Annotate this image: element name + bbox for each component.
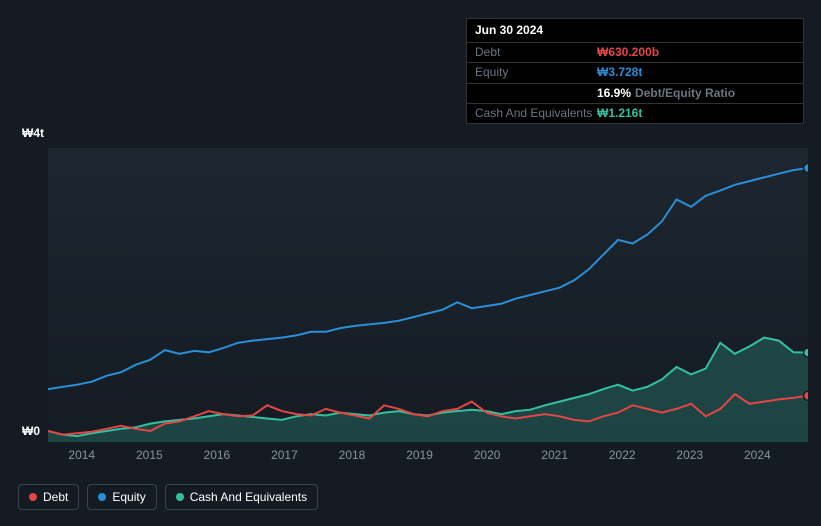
tooltip-row-ratio: 16.9% Debt/Equity Ratio [467, 83, 803, 103]
endcap-debt [804, 391, 809, 400]
tooltip-value-ratio: 16.9% Debt/Equity Ratio [597, 87, 735, 100]
legend-item-debt[interactable]: Debt [18, 484, 79, 510]
tooltip-label-equity: Equity [475, 66, 597, 79]
legend-item-equity[interactable]: Equity [87, 484, 156, 510]
series-cash-area [48, 338, 808, 442]
legend-label-cash: Cash And Equivalents [190, 490, 307, 504]
tooltip-label-debt: Debt [475, 46, 597, 59]
x-tick-2016: 2016 [204, 448, 231, 462]
tooltip-value-cash: ₩1.216t [597, 107, 642, 120]
legend-swatch-cash [176, 493, 184, 501]
x-tick-2018: 2018 [339, 448, 366, 462]
x-tick-2022: 2022 [609, 448, 636, 462]
tooltip-label-ratio [475, 87, 597, 100]
legend-label-equity: Equity [112, 490, 145, 504]
legend-label-debt: Debt [43, 490, 68, 504]
x-tick-2021: 2021 [541, 448, 568, 462]
x-tick-2024: 2024 [744, 448, 771, 462]
tooltip-value-debt: ₩630.200b [597, 46, 659, 59]
tooltip-row-equity: Equity ₩3.728t [467, 62, 803, 82]
x-tick-2019: 2019 [406, 448, 433, 462]
tooltip-row-cash: Cash And Equivalents ₩1.216t [467, 103, 803, 123]
y-axis-min-label: ₩0 [22, 424, 40, 438]
x-tick-2023: 2023 [676, 448, 703, 462]
tooltip-box: Jun 30 2024 Debt ₩630.200b Equity ₩3.728… [466, 18, 804, 124]
ratio-label-text: Debt/Equity Ratio [635, 86, 735, 100]
ratio-percent: 16.9% [597, 86, 631, 100]
legend-swatch-debt [29, 493, 37, 501]
tooltip-row-debt: Debt ₩630.200b [467, 42, 803, 62]
chart-svg [48, 148, 808, 442]
x-tick-2014: 2014 [68, 448, 95, 462]
chart-plot-area[interactable] [48, 148, 808, 442]
legend-swatch-equity [98, 493, 106, 501]
tooltip-date: Jun 30 2024 [467, 19, 803, 42]
x-tick-2020: 2020 [474, 448, 501, 462]
chart-root: Jun 30 2024 Debt ₩630.200b Equity ₩3.728… [0, 0, 821, 526]
tooltip-label-cash: Cash And Equivalents [475, 107, 597, 120]
series-equity-line [48, 168, 808, 389]
tooltip-value-equity: ₩3.728t [597, 66, 642, 79]
endcap-equity [804, 163, 809, 172]
y-axis-max-label: ₩4t [22, 126, 44, 140]
legend: Debt Equity Cash And Equivalents [18, 484, 318, 510]
x-axis-labels: 2014 2015 2016 2017 2018 2019 2020 2021 2022 2023… [48, 448, 808, 468]
x-tick-2017: 2017 [271, 448, 298, 462]
x-tick-2015: 2015 [136, 448, 163, 462]
endcap-cash [804, 348, 809, 357]
legend-item-cash[interactable]: Cash And Equivalents [165, 484, 318, 510]
